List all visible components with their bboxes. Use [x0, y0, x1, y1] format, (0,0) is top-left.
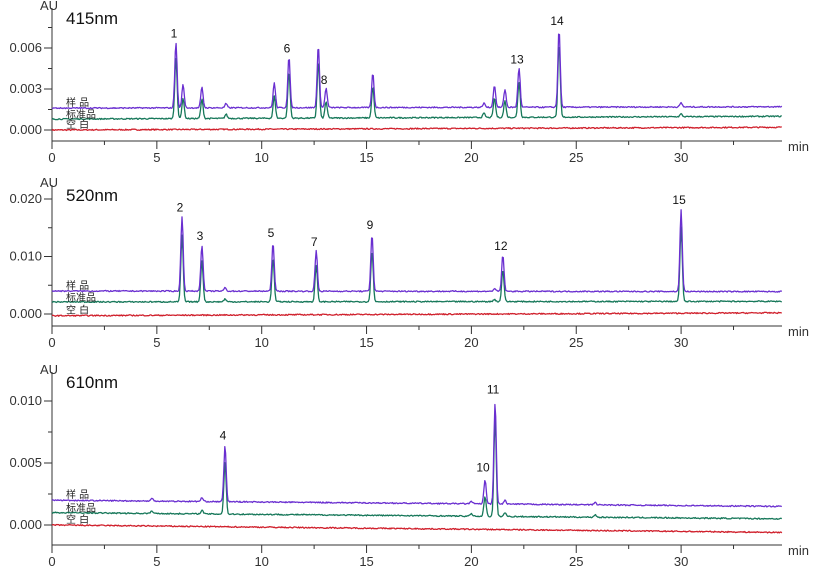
series-sample-line [51, 209, 783, 293]
peak-label: 1 [171, 27, 178, 41]
peak-label: 14 [550, 14, 564, 28]
peak-label: 9 [367, 218, 374, 232]
x-tick-label: 10 [254, 150, 268, 165]
peak-label: 11 [487, 383, 500, 397]
x-tick-label: 10 [254, 335, 268, 350]
peak-label: 2 [177, 200, 184, 214]
x-tick-label: 20 [464, 335, 478, 350]
legend-sample: 样 品 [66, 279, 89, 292]
series-standard-line [51, 418, 783, 520]
y-axis-label: AU [40, 175, 58, 190]
legend-standard: 标准品 [66, 292, 96, 304]
series-blank-line [51, 523, 783, 534]
peak-label: 13 [510, 52, 524, 66]
y-axis-label: AU [40, 0, 58, 13]
x-tick-label: 30 [674, 335, 688, 350]
x-tick-label: 25 [569, 335, 583, 350]
y-tick-label: 0.010 [9, 393, 42, 408]
y-tick-label: 0.005 [9, 455, 42, 470]
y-tick-label: 0.010 [9, 249, 42, 264]
x-axis-label: min [788, 543, 809, 558]
x-tick-label: 30 [674, 150, 688, 165]
legend-sample: 样 品 [66, 488, 89, 501]
peak-label: 5 [268, 226, 275, 240]
x-tick-label: 5 [153, 554, 160, 569]
y-tick-label: 0.020 [9, 191, 42, 206]
chart-panel-415nm: AU min 415nm 0.000 0.003 0.006 0 5 10 15 20 25 30 1 6 8… [9, 0, 809, 165]
x-tick-label: 10 [254, 554, 268, 569]
peak-label: 12 [494, 239, 508, 253]
x-tick-label: 25 [569, 150, 583, 165]
series-sample-line [51, 403, 782, 508]
panel-title: 415nm [66, 9, 118, 28]
x-tick-label: 20 [464, 554, 478, 569]
chart-panel-520nm: AU min 520nm 0.000 0.010 0.020 0 5 10 15 20 25 30 2 3 5… [9, 175, 809, 350]
series-standard-line [51, 46, 782, 121]
x-tick-label: 5 [153, 335, 160, 350]
x-tick-label: 25 [569, 554, 583, 569]
peak-label: 15 [672, 193, 686, 207]
x-tick-label: 5 [153, 150, 160, 165]
y-tick-label: 0.006 [9, 40, 42, 55]
x-tick-label: 15 [359, 554, 373, 569]
legend-blank: 空 白 [66, 513, 89, 526]
x-tick-label: 0 [48, 554, 55, 569]
panel-title: 520nm [66, 186, 118, 205]
peak-label: 7 [311, 235, 318, 249]
x-tick-label: 15 [359, 335, 373, 350]
legend-standard: 标准品 [66, 503, 96, 515]
y-tick-label: 0.000 [9, 122, 42, 137]
series-blank-line [51, 126, 782, 132]
panel-title: 610nm [66, 373, 118, 392]
peak-label: 3 [197, 229, 204, 243]
y-tick-label: 0.000 [9, 306, 42, 321]
x-tick-label: 20 [464, 150, 478, 165]
peak-label: 10 [476, 461, 490, 475]
legend-sample: 样 品 [66, 96, 89, 109]
series-blank-line [51, 311, 782, 317]
x-axis-label: min [788, 324, 809, 339]
y-tick-label: 0.003 [9, 81, 42, 96]
x-axis-label: min [788, 139, 809, 154]
x-tick-label: 0 [48, 335, 55, 350]
x-tick-label: 0 [48, 150, 55, 165]
peak-label: 8 [321, 73, 328, 87]
x-tick-label: 30 [674, 554, 688, 569]
y-tick-label: 0.000 [9, 517, 42, 532]
x-tick-label: 15 [359, 150, 373, 165]
legend-standard: 标准品 [66, 109, 96, 121]
y-axis-label: AU [40, 362, 58, 377]
series-sample-line [51, 33, 783, 110]
peak-label: 6 [284, 42, 291, 56]
chart-panel-610nm: AU min 610nm 0.000 0.005 0.010 0 5 10 15 20 25 30 4 10… [9, 362, 809, 569]
legend-blank: 空 白 [66, 304, 89, 317]
series-standard-line [51, 226, 783, 304]
legend-blank: 空 白 [66, 118, 89, 131]
peak-label: 4 [220, 428, 227, 442]
